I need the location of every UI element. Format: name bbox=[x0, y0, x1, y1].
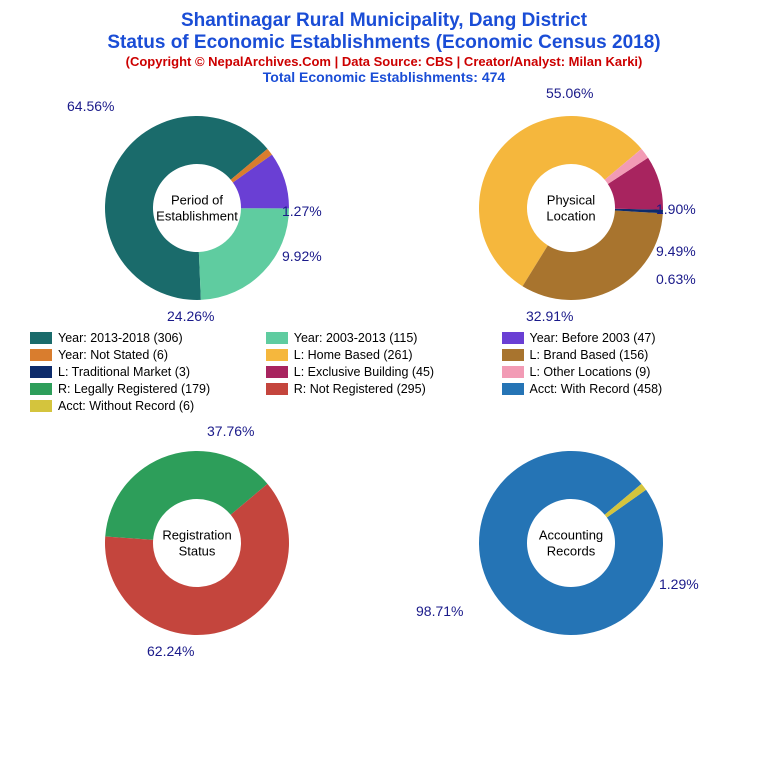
donut-center-label: Accounting Records bbox=[526, 527, 616, 558]
subtitle: (Copyright © NepalArchives.Com | Data So… bbox=[10, 54, 758, 69]
legend-item: Acct: Without Record (6) bbox=[30, 399, 266, 413]
legend-item: R: Legally Registered (179) bbox=[30, 382, 266, 396]
legend-item: L: Other Locations (9) bbox=[502, 365, 738, 379]
donut-center-label: Period of Establishment bbox=[152, 192, 242, 223]
pct-label: 9.49% bbox=[656, 243, 696, 259]
legend-item: L: Brand Based (156) bbox=[502, 348, 738, 362]
legend-swatch bbox=[502, 349, 524, 361]
legend-text: Year: Not Stated (6) bbox=[58, 348, 168, 362]
legend-text: L: Other Locations (9) bbox=[530, 365, 651, 379]
legend-swatch bbox=[30, 400, 52, 412]
legend-text: R: Legally Registered (179) bbox=[58, 382, 210, 396]
donut-slice bbox=[523, 211, 663, 300]
bottom-charts-row: Registration Status37.76%62.24% Accounti… bbox=[10, 428, 758, 658]
legend-text: L: Home Based (261) bbox=[294, 348, 413, 362]
legend-text: L: Brand Based (156) bbox=[530, 348, 649, 362]
legend-swatch bbox=[266, 383, 288, 395]
legend-swatch bbox=[30, 383, 52, 395]
legend-swatch bbox=[502, 366, 524, 378]
legend-text: L: Exclusive Building (45) bbox=[294, 365, 434, 379]
donut-center-label: Registration Status bbox=[152, 527, 242, 558]
legend-text: Year: Before 2003 (47) bbox=[530, 331, 656, 345]
legend-item: Acct: With Record (458) bbox=[502, 382, 738, 396]
pct-label: 1.27% bbox=[282, 203, 322, 219]
legend-swatch bbox=[266, 349, 288, 361]
pct-label: 9.92% bbox=[282, 248, 322, 264]
legend-item: Year: Before 2003 (47) bbox=[502, 331, 738, 345]
total-line: Total Economic Establishments: 474 bbox=[10, 69, 758, 85]
pct-label: 0.63% bbox=[656, 271, 696, 287]
legend-swatch bbox=[502, 332, 524, 344]
legend-item: L: Home Based (261) bbox=[266, 348, 502, 362]
pct-label: 32.91% bbox=[526, 308, 573, 324]
legend-swatch bbox=[30, 366, 52, 378]
title-block: Shantinagar Rural Municipality, Dang Dis… bbox=[10, 10, 758, 85]
legend-swatch bbox=[502, 383, 524, 395]
pct-label: 55.06% bbox=[546, 85, 593, 101]
legend-text: R: Not Registered (295) bbox=[294, 382, 426, 396]
pct-label: 1.29% bbox=[659, 576, 699, 592]
legend-item: L: Exclusive Building (45) bbox=[266, 365, 502, 379]
legend: Year: 2013-2018 (306) Year: 2003-2013 (11… bbox=[10, 331, 758, 416]
title-line1: Shantinagar Rural Municipality, Dang Dis… bbox=[10, 10, 758, 32]
chart-registration: Registration Status37.76%62.24% bbox=[57, 428, 337, 658]
pct-label: 98.71% bbox=[416, 603, 463, 619]
legend-item: Year: 2013-2018 (306) bbox=[30, 331, 266, 345]
legend-text: Year: 2003-2013 (115) bbox=[294, 331, 418, 345]
chart-location: Physical Location55.06%32.91%0.63%9.49%1… bbox=[431, 93, 711, 323]
pct-label: 1.90% bbox=[656, 201, 696, 217]
donut-center-label: Physical Location bbox=[526, 192, 616, 223]
title-line2: Status of Economic Establishments (Econo… bbox=[10, 32, 758, 54]
legend-swatch bbox=[266, 366, 288, 378]
chart-period: Period of Establishment 64.56% 24.26% 9.92%… bbox=[57, 93, 337, 323]
legend-item: Year: 2003-2013 (115) bbox=[266, 331, 502, 345]
legend-text: L: Traditional Market (3) bbox=[58, 365, 190, 379]
pct-label: 37.76% bbox=[207, 423, 254, 439]
legend-item: Year: Not Stated (6) bbox=[30, 348, 266, 362]
top-charts-row: Period of Establishment 64.56% 24.26% 9.92%… bbox=[10, 93, 758, 323]
legend-swatch bbox=[30, 332, 52, 344]
chart-accounting: Accounting Records98.71%1.29% bbox=[431, 428, 711, 658]
legend-text: Year: 2013-2018 (306) bbox=[58, 331, 183, 345]
pct-label: 64.56% bbox=[67, 98, 114, 114]
legend-text: Acct: Without Record (6) bbox=[58, 399, 194, 413]
pct-label: 62.24% bbox=[147, 643, 194, 659]
legend-item: R: Not Registered (295) bbox=[266, 382, 502, 396]
legend-swatch bbox=[30, 349, 52, 361]
legend-swatch bbox=[266, 332, 288, 344]
legend-item: L: Traditional Market (3) bbox=[30, 365, 266, 379]
legend-text: Acct: With Record (458) bbox=[530, 382, 663, 396]
pct-label: 24.26% bbox=[167, 308, 214, 324]
